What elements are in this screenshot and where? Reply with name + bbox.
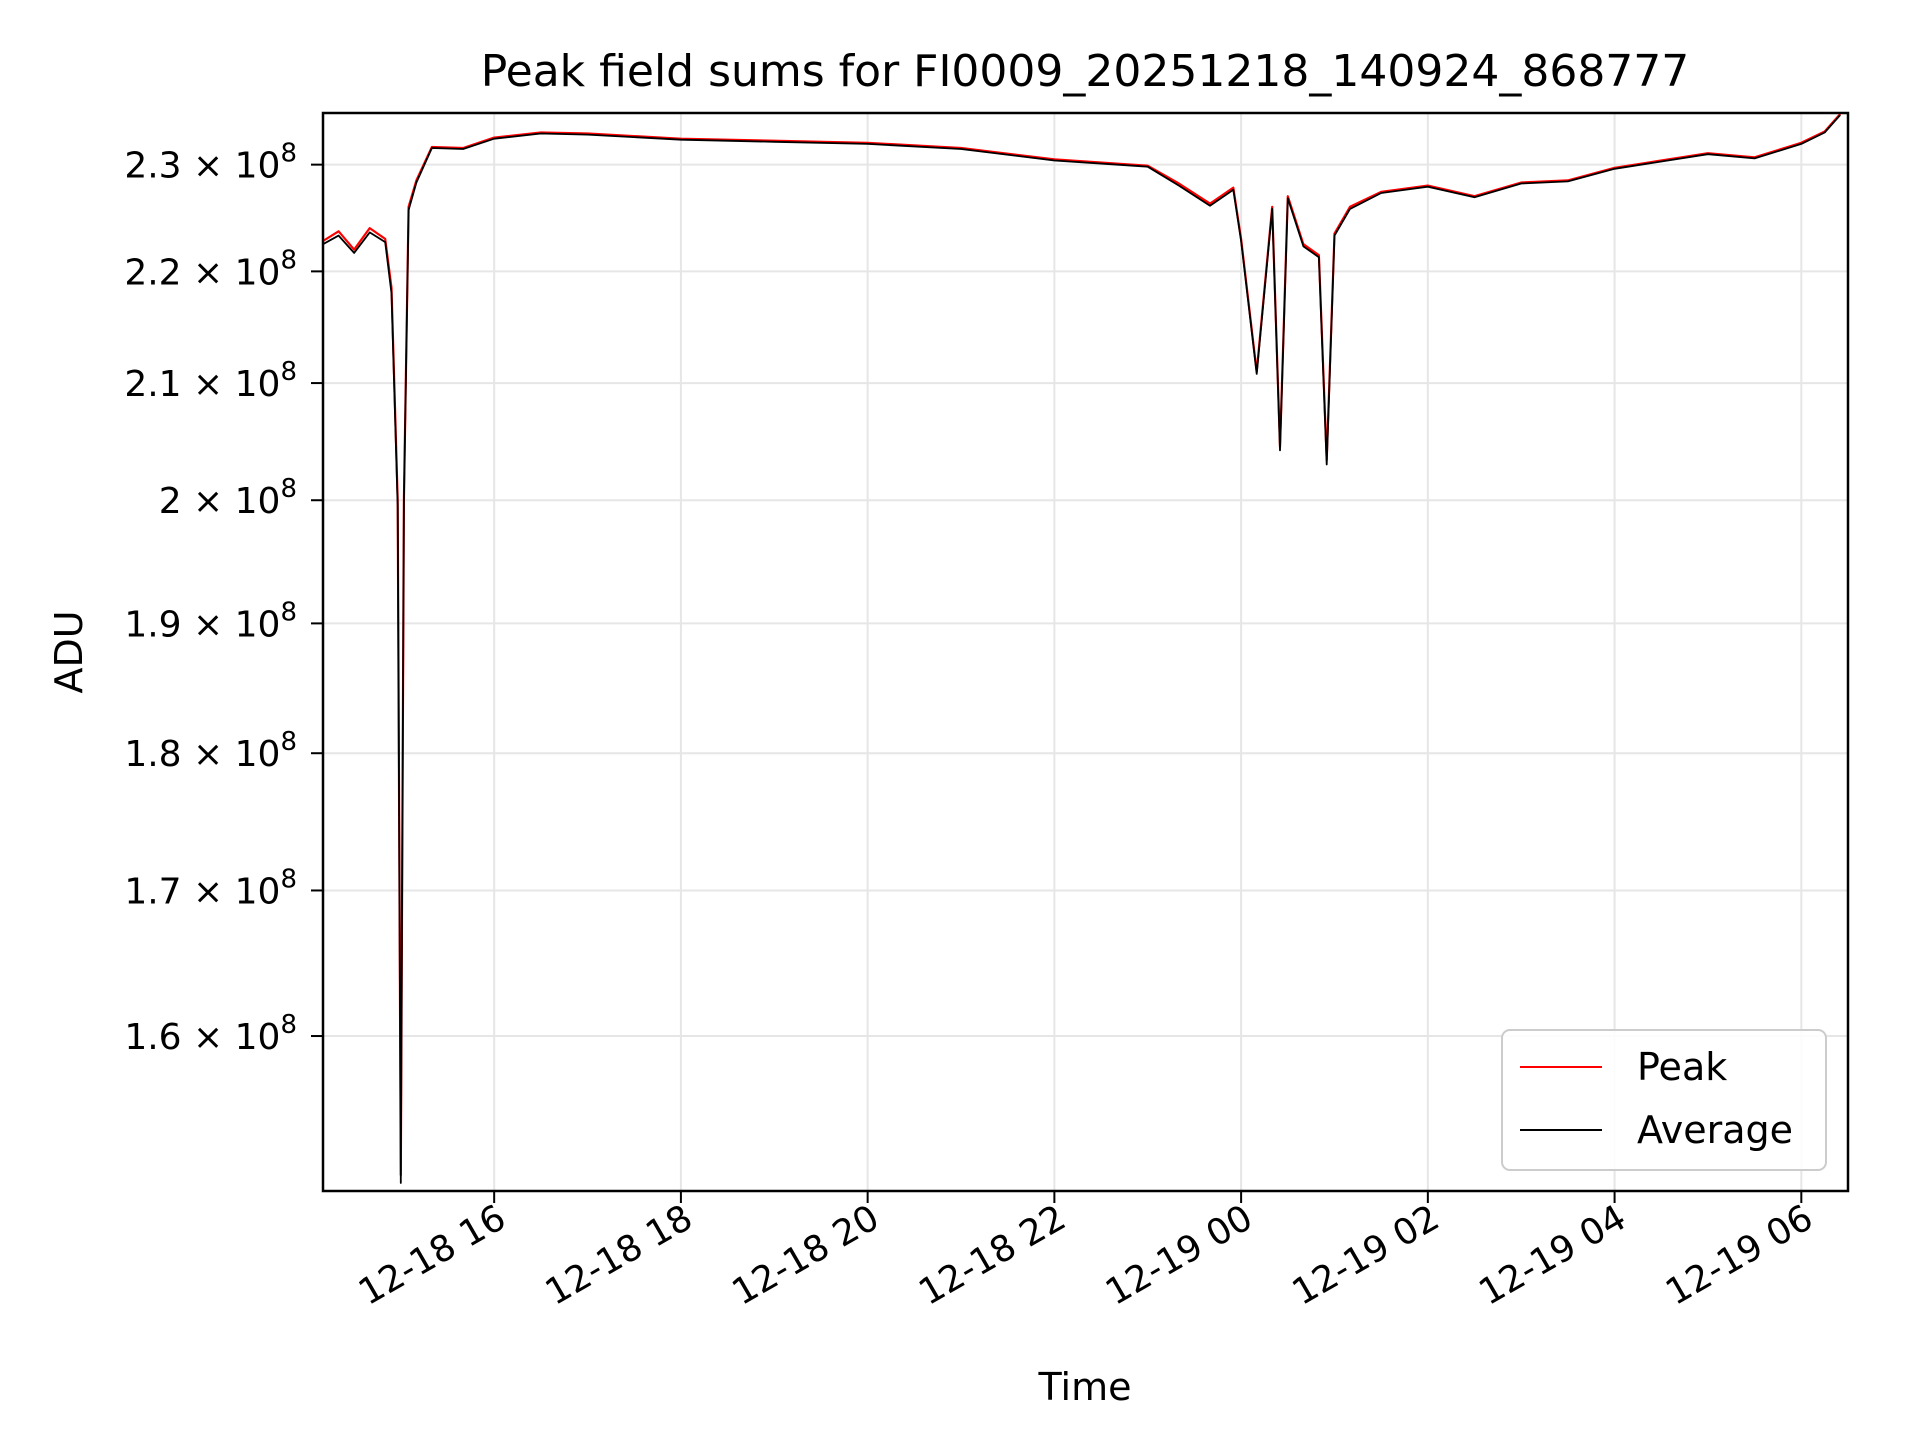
x-tick-label: 12-18 16 [352, 1197, 513, 1313]
series-line-peak [322, 113, 1842, 1177]
y-tick-mantissa: 1.8 × 10 [124, 734, 280, 775]
y-tick-exponent: 8 [280, 474, 297, 504]
series-line-average [322, 114, 1841, 1184]
y-tick-mantissa: 1.9 × 10 [124, 604, 280, 645]
y-tick-mantissa: 1.6 × 10 [124, 1017, 280, 1058]
y-tick-exponent: 8 [280, 597, 297, 627]
legend-box [1501, 1029, 1827, 1171]
y-axis-label: ADU [47, 610, 91, 693]
y-tick-exponent: 8 [280, 864, 297, 894]
grid [323, 113, 1848, 1191]
y-tick-mantissa: 2 × 10 [159, 481, 281, 522]
x-tick-label: 12-19 06 [1659, 1197, 1820, 1313]
y-tick-label: 1.9 × 108 [124, 597, 297, 645]
y-tick-exponent: 8 [280, 139, 297, 169]
y-tick-label: 2.3 × 108 [124, 139, 297, 187]
x-axis-ticks: 12-18 16 12-18 18 12-18 20 12-18 22 12-19 00… [352, 1191, 1820, 1314]
y-tick-exponent: 8 [280, 1010, 297, 1040]
y-tick-mantissa: 2.3 × 10 [124, 146, 280, 187]
chart-title: Peak field sums for FI0009_20251218_1409… [481, 46, 1690, 97]
x-tick-label: 12-19 02 [1286, 1197, 1447, 1313]
legend-label-average: Average [1637, 1108, 1793, 1152]
y-tick-label: 1.7 × 108 [124, 864, 297, 912]
plot-frame [321, 111, 1850, 1193]
y-tick-mantissa: 2.1 × 10 [124, 364, 280, 405]
y-tick-label: 1.6 × 108 [124, 1010, 297, 1058]
x-tick-label: 12-19 04 [1472, 1197, 1633, 1313]
x-tick-label: 12-19 00 [1099, 1197, 1260, 1313]
y-tick-exponent: 8 [280, 727, 297, 757]
x-tick-label: 12-18 18 [539, 1197, 700, 1313]
y-tick-mantissa: 1.7 × 10 [124, 871, 280, 912]
y-tick-exponent: 8 [280, 245, 297, 275]
legend-label-peak: Peak [1637, 1045, 1727, 1089]
series-lines [322, 113, 1842, 1184]
y-tick-label: 2.1 × 108 [124, 357, 297, 405]
x-tick-label: 12-18 20 [725, 1197, 886, 1313]
y-tick-mantissa: 2.2 × 10 [124, 252, 280, 293]
x-tick-label: 12-18 22 [912, 1197, 1073, 1313]
y-tick-label: 1.8 × 108 [124, 727, 297, 775]
legend: Peak Average [1501, 1029, 1827, 1171]
y-tick-label: 2 × 108 [159, 474, 297, 522]
y-tick-exponent: 8 [280, 357, 297, 387]
y-tick-label: 2.2 × 108 [124, 245, 297, 293]
x-axis-label: Time [1038, 1365, 1132, 1409]
